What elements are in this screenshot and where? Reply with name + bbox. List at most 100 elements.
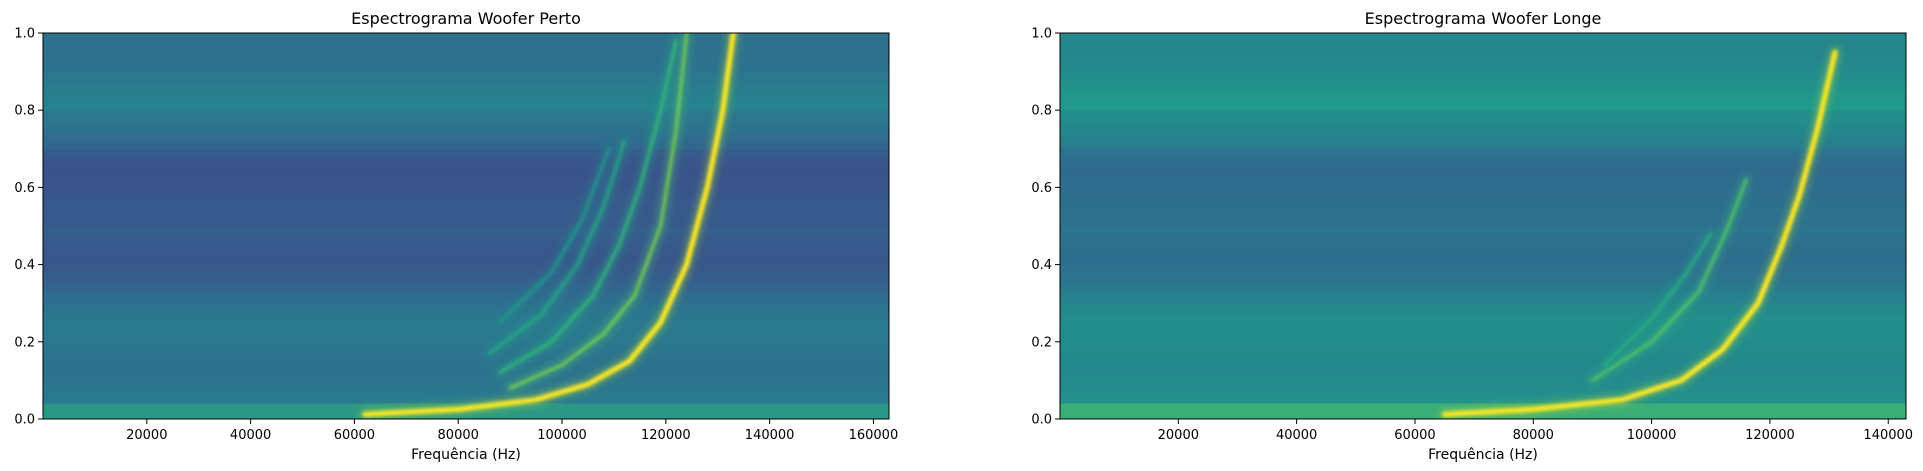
- spectrogram-row: [1060, 103, 1906, 111]
- spectrogram-row: [1060, 316, 1906, 324]
- x-axis: 20000 40000 60000 80000 100000 120000 140000: [1158, 419, 1913, 443]
- spectrogram-row: [43, 33, 889, 41]
- spectrogram-row: [1060, 110, 1906, 118]
- spectrogram-row: [43, 373, 889, 381]
- spectrogram-row: [43, 245, 889, 253]
- spectrogram-row: [1060, 116, 1906, 124]
- spectrogram-row: [1060, 155, 1906, 163]
- spectrogram-row: [1060, 65, 1906, 73]
- spectrogram-panel-right: Espectrograma Woofer Longe 0.00.20.40.60…: [1031, 9, 1913, 463]
- y-tick-label: 0.6: [14, 181, 35, 196]
- chart-title: Espectrograma Woofer Longe: [1365, 9, 1602, 28]
- spectrogram-row: [43, 283, 889, 291]
- spectrogram-row: [43, 296, 889, 304]
- spectrogram-row: [43, 290, 889, 298]
- spectrogram-row: [43, 123, 889, 131]
- spectrogram-row: [1060, 393, 1906, 401]
- x-tick-label: 140000: [1863, 428, 1913, 443]
- spectrogram-row: [43, 193, 889, 201]
- spectrogram-row: [43, 251, 889, 259]
- spectrogram-row: [1060, 361, 1906, 369]
- spectrogram-row: [43, 90, 889, 98]
- spectrogram-row: [1060, 219, 1906, 227]
- spectrogram-row: [1060, 232, 1906, 240]
- spectrogram-row: [1060, 380, 1906, 388]
- spectrogram-row: [1060, 264, 1906, 272]
- spectrogram-row: [43, 213, 889, 221]
- spectrogram-row: [1060, 39, 1906, 47]
- chart-title: Espectrograma Woofer Perto: [351, 9, 581, 28]
- x-tick-label: 60000: [1394, 428, 1435, 443]
- y-tick-label: 0.4: [14, 258, 35, 273]
- spectrogram-row: [43, 129, 889, 137]
- spectrogram-row: [1060, 168, 1906, 176]
- spectrogram-row: [43, 135, 889, 143]
- harmonic-ridge: [498, 39, 678, 374]
- harmonic-ridge: [1442, 49, 1838, 417]
- y-tick-label: 0.2: [1031, 335, 1052, 350]
- x-tick-label: 120000: [1745, 428, 1795, 443]
- spectrogram-row: [1060, 271, 1906, 279]
- spectrogram-row: [1060, 200, 1906, 208]
- spectrogram-row: [1060, 245, 1906, 253]
- spectrogram-row: [1060, 71, 1906, 79]
- spectrogram-row: [43, 335, 889, 343]
- axes-frame: [42, 32, 890, 420]
- spectrogram-row: [1060, 328, 1906, 336]
- spectrogram-row: [43, 303, 889, 311]
- spectrogram-row: [43, 97, 889, 105]
- x-tick-label: 80000: [1513, 428, 1554, 443]
- spectrogram-row: [1060, 277, 1906, 285]
- y-tick-label: 0.6: [1031, 181, 1052, 196]
- spectrogram-row: [1060, 174, 1906, 182]
- y-tick-label: 0.2: [14, 335, 35, 350]
- spectrogram-row: [43, 110, 889, 118]
- y-axis: 0.0 0.2 0.4 0.6 0.8 1.0: [1031, 27, 1060, 428]
- spectrogram-row: [1060, 354, 1906, 362]
- spectrogram-row: [43, 200, 889, 208]
- spectrogram-row: [43, 380, 889, 388]
- spectrogram-row: [43, 180, 889, 188]
- spectrogram-row: [1060, 251, 1906, 259]
- x-tick-label: 120000: [641, 428, 691, 443]
- x-tick-label: 100000: [1627, 428, 1677, 443]
- spectrogram-row: [43, 348, 889, 356]
- spectrogram-row: [1060, 335, 1906, 343]
- spectrogram-row: [43, 238, 889, 246]
- axes-frame: [1059, 32, 1907, 420]
- spectrogram-row: [1060, 142, 1906, 150]
- x-tick-label: 20000: [1158, 428, 1199, 443]
- spectrogram-row: [1060, 180, 1906, 188]
- spectrogram-row: [1060, 129, 1906, 137]
- x-tick-label: 100000: [537, 428, 587, 443]
- spectrogram-row: [1060, 58, 1906, 66]
- spectrogram-row: [1060, 386, 1906, 394]
- x-tick-label: 160000: [849, 428, 899, 443]
- spectrogram-row: [43, 116, 889, 124]
- spectrogram-row: [1060, 52, 1906, 60]
- spectrogram-row: [1060, 303, 1906, 311]
- spectrogram-row: [43, 174, 889, 182]
- x-tick-label: 60000: [334, 428, 375, 443]
- spectrogram-row: [43, 103, 889, 111]
- spectrogram-row: [43, 226, 889, 234]
- spectrogram-row: [1060, 84, 1906, 92]
- spectrogram-row: [43, 39, 889, 47]
- x-axis: 20000 40000 60000 80000 100000 120000 140000 16…: [126, 419, 898, 443]
- spectrogram-row: [1060, 90, 1906, 98]
- spectrogram-row: [1060, 238, 1906, 246]
- y-tick-label: 0.8: [14, 104, 35, 119]
- heatmap-area: [1060, 33, 1906, 419]
- spectrogram-row: [1060, 193, 1906, 201]
- spectrogram-row: [1060, 226, 1906, 234]
- spectrogram-row: [1060, 206, 1906, 214]
- spectrogram-row: [1060, 322, 1906, 330]
- spectrogram-row: [43, 232, 889, 240]
- x-tick-label: 140000: [745, 428, 795, 443]
- spectrogram-row: [43, 341, 889, 349]
- spectrogram-row: [43, 386, 889, 394]
- spectrogram-row: [43, 258, 889, 266]
- spectrogram-row: [1060, 373, 1906, 381]
- spectrogram-row: [43, 206, 889, 214]
